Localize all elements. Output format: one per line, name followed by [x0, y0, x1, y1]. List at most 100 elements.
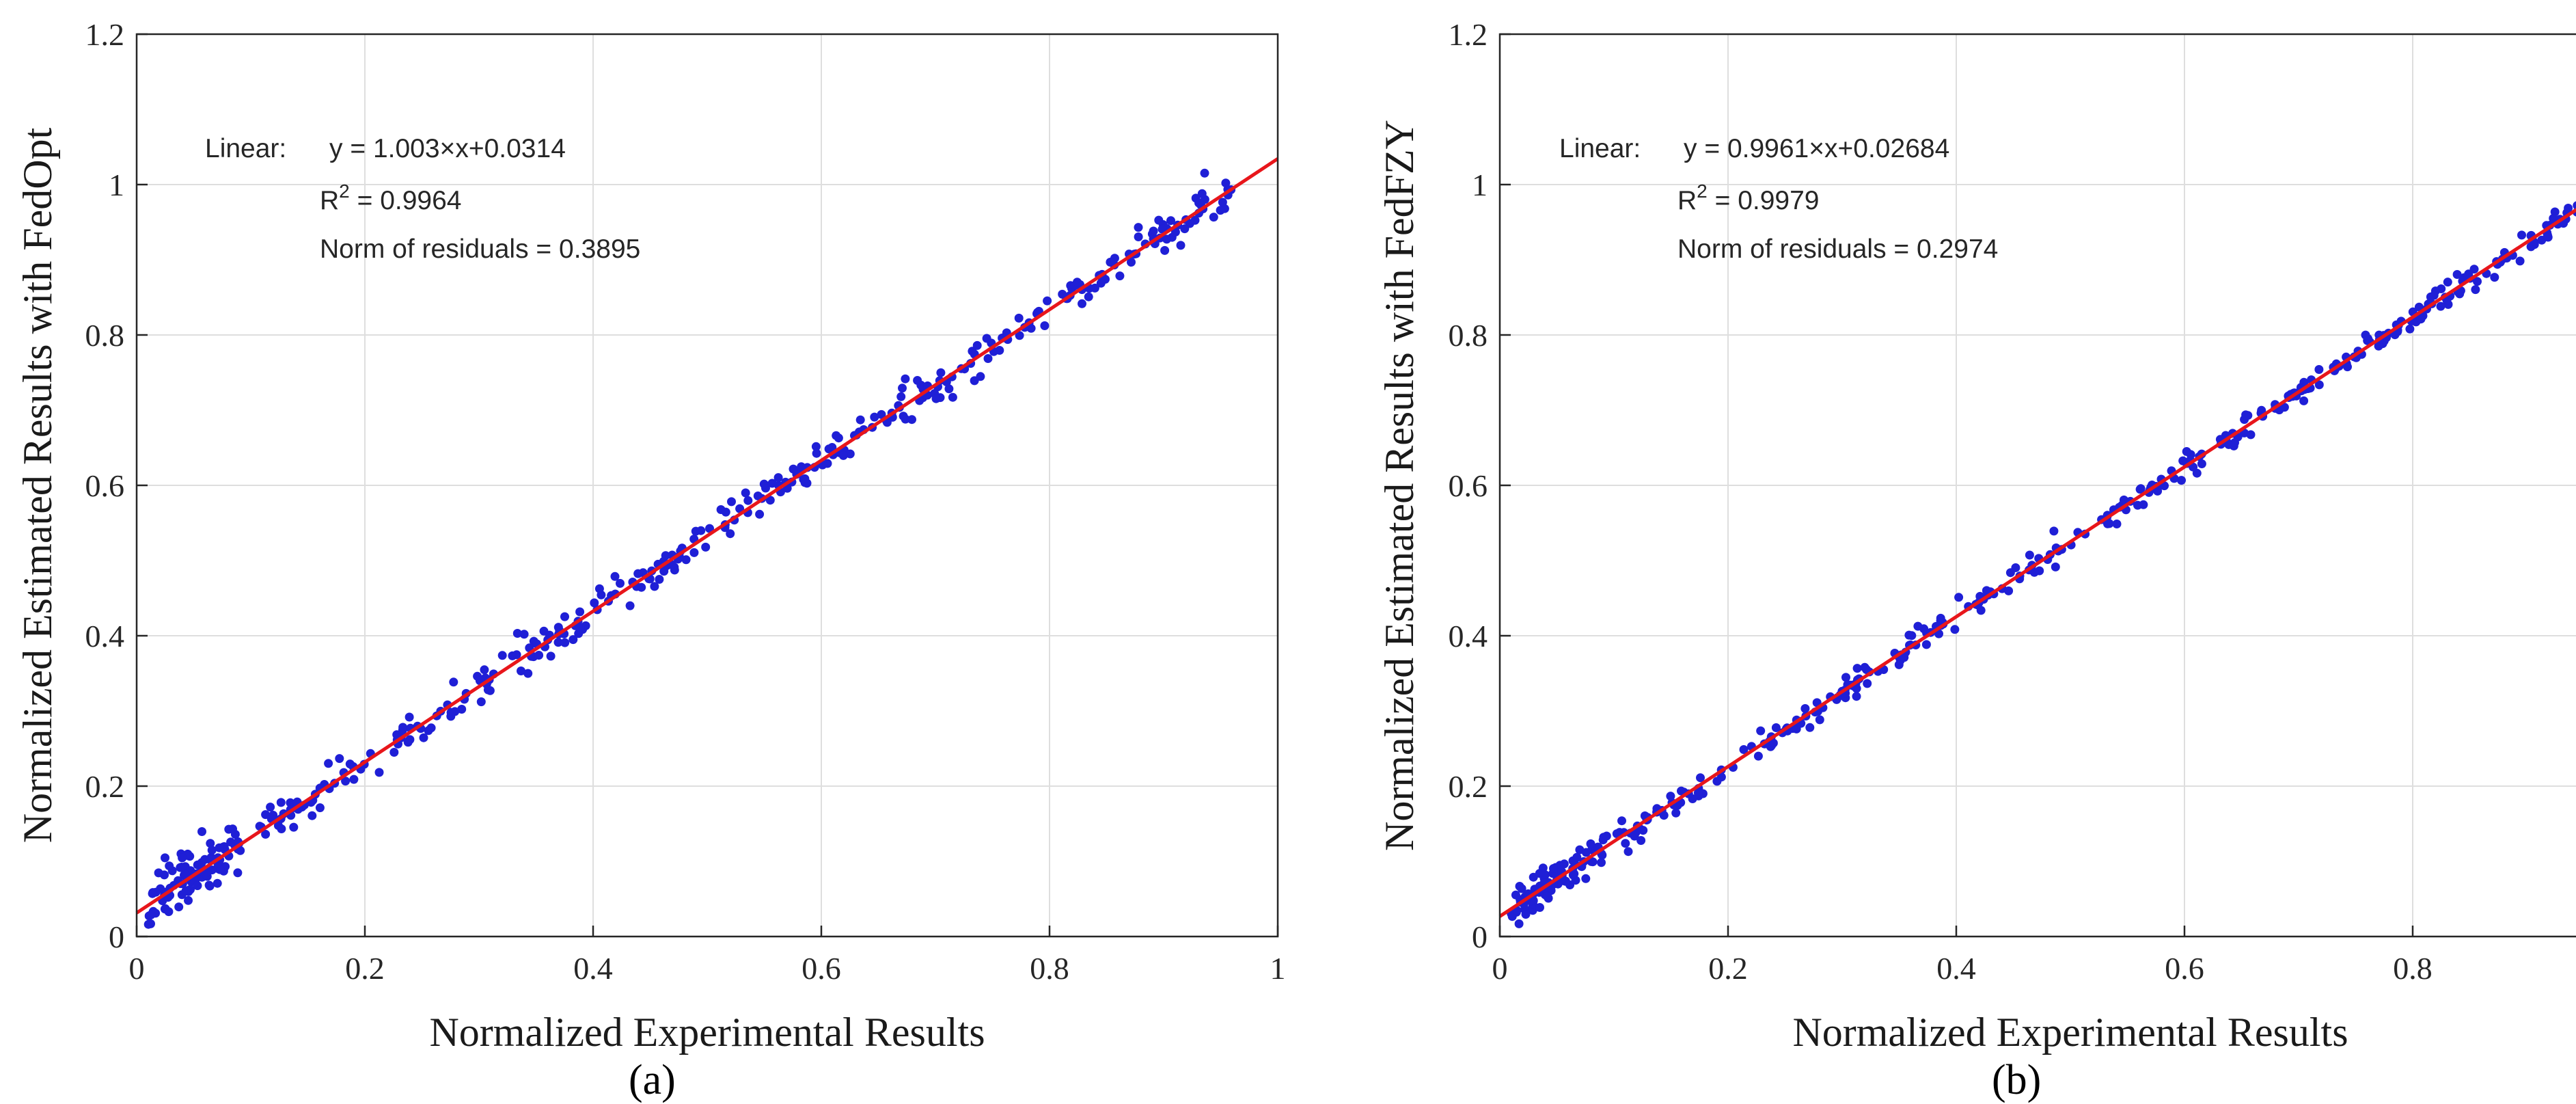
data-point	[855, 415, 865, 425]
data-point	[1623, 847, 1633, 857]
y-tick-label: 0.4	[85, 619, 125, 654]
data-point	[655, 575, 664, 584]
data-point	[1597, 858, 1606, 867]
data-point	[165, 861, 174, 871]
data-point	[1170, 227, 1180, 237]
data-point	[907, 415, 916, 425]
data-point	[1950, 625, 1960, 634]
data-point	[154, 868, 163, 878]
data-point	[2490, 273, 2499, 282]
data-point	[1768, 738, 1778, 748]
data-point	[2112, 520, 2122, 528]
data-point	[553, 638, 563, 647]
data-point	[1166, 216, 1175, 226]
data-point	[2246, 430, 2256, 440]
data-point	[1559, 859, 1569, 869]
data-point	[1771, 723, 1781, 732]
data-point	[1581, 848, 1591, 857]
data-point	[1907, 631, 1917, 641]
data-point	[701, 542, 711, 552]
data-point	[1209, 213, 1218, 222]
r2-sup-b: 2	[1697, 180, 1708, 202]
panel-label-b: (b)	[1992, 1057, 2041, 1103]
data-point	[519, 630, 529, 639]
data-point	[307, 811, 317, 820]
fit-line-a	[135, 157, 1279, 915]
data-point	[1180, 224, 1190, 234]
residuals-b: Norm of residuals = 0.2974	[1677, 234, 1998, 264]
data-point	[1602, 831, 1611, 841]
data-point	[2443, 278, 2452, 287]
data-point	[741, 488, 750, 498]
y-tick-label: 0.8	[85, 318, 125, 353]
data-point	[1221, 178, 1231, 188]
data-point	[2414, 302, 2424, 312]
data-point	[181, 886, 191, 896]
r2-value-b: = 0.9979	[1708, 186, 1820, 215]
data-point	[517, 667, 525, 675]
data-point	[261, 829, 271, 839]
data-point	[633, 569, 643, 578]
y-tick-label: 0.2	[1449, 769, 1488, 804]
data-point	[1514, 919, 1524, 928]
y-tick-label: 0.4	[1449, 619, 1488, 654]
data-point	[1535, 903, 1544, 912]
x-tick-label: 0.6	[2165, 951, 2204, 986]
data-point	[405, 735, 415, 744]
data-point	[896, 392, 906, 401]
data-point	[224, 824, 234, 834]
data-point	[389, 748, 399, 757]
data-point	[2153, 486, 2163, 496]
data-point	[983, 354, 993, 363]
data-point	[2452, 270, 2462, 279]
data-point	[1894, 660, 1904, 669]
y-tick-label: 0	[109, 919, 124, 954]
data-point	[1693, 788, 1703, 798]
data-point	[901, 374, 910, 383]
data-point	[226, 837, 236, 847]
data-point	[661, 551, 670, 561]
data-point	[174, 902, 184, 912]
data-point	[1756, 726, 1766, 736]
data-point	[1521, 910, 1531, 919]
data-point	[1157, 224, 1167, 234]
data-point	[1517, 884, 1526, 893]
data-point	[1636, 836, 1646, 845]
data-point	[405, 712, 414, 722]
data-point	[1058, 289, 1067, 299]
data-point	[2517, 230, 2526, 240]
y-tick-label: 1	[1472, 167, 1488, 202]
data-point	[1511, 890, 1520, 900]
data-point	[2416, 314, 2426, 324]
data-point	[759, 479, 769, 489]
y-tick-label: 0	[1472, 919, 1488, 954]
data-point	[2405, 324, 2415, 334]
data-point	[398, 723, 408, 732]
data-point	[2241, 410, 2251, 420]
data-point	[1677, 786, 1686, 796]
data-point	[315, 803, 325, 813]
x-tick-label: 0.4	[1936, 951, 1976, 986]
data-point	[146, 910, 156, 919]
data-point	[2005, 568, 2015, 578]
y-axis-label-b: Normalized Estimated Results with FedFZY	[1377, 120, 1422, 851]
data-point	[184, 896, 193, 905]
data-point	[753, 492, 763, 500]
data-point	[832, 431, 841, 440]
data-point	[1073, 278, 1082, 287]
data-point	[148, 889, 157, 898]
data-point	[534, 651, 544, 660]
data-point	[789, 464, 798, 474]
data-point	[341, 777, 351, 786]
data-point	[476, 697, 486, 707]
x-tick-label: 0.2	[345, 951, 385, 986]
data-point	[1115, 271, 1125, 281]
x-tick-label: 1	[1270, 951, 1286, 986]
data-point	[2361, 330, 2370, 340]
data-point	[546, 651, 556, 661]
y-tick-label: 0.2	[85, 769, 125, 804]
data-point	[811, 442, 821, 451]
data-point	[1200, 168, 1209, 178]
r2-a: R2 = 0.9964	[320, 180, 461, 215]
data-point	[870, 412, 879, 422]
